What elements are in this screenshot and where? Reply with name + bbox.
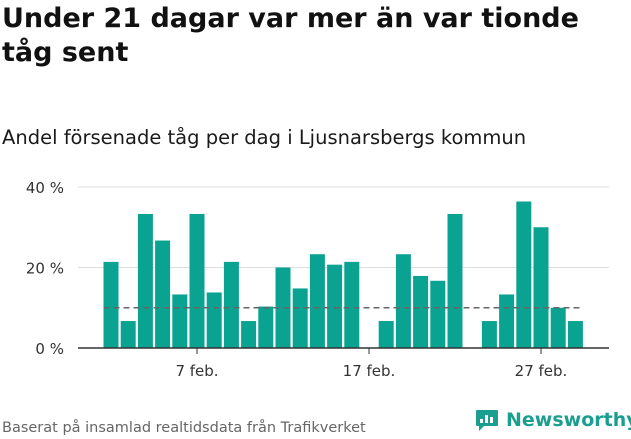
newsworthy-logo-icon xyxy=(476,410,498,431)
bar xyxy=(550,307,566,348)
chart-subtitle: Andel försenade tåg per dag i Ljusnarsbe… xyxy=(2,126,527,149)
bar xyxy=(430,280,446,348)
bar-chart: 0 % 20 % 40 % 7 feb. 17 feb. 27 feb. xyxy=(26,179,609,380)
bar xyxy=(413,275,429,348)
bar xyxy=(516,201,532,348)
source-note: Baserat på insamlad realtidsdata från Tr… xyxy=(2,420,366,436)
bar xyxy=(327,264,343,348)
bar xyxy=(447,213,463,348)
bar xyxy=(395,254,411,348)
y-tick-label: 40 % xyxy=(26,179,64,197)
chart-title: Under 21 dagar var mer än var tionde tåg… xyxy=(2,3,579,68)
bar xyxy=(275,267,291,348)
bar xyxy=(120,321,136,348)
bar xyxy=(189,213,205,348)
bar xyxy=(103,261,119,348)
bar xyxy=(567,321,583,348)
bar xyxy=(344,261,360,348)
y-tick-label: 0 % xyxy=(35,340,64,358)
bar xyxy=(499,294,515,348)
x-tick-label: 27 feb. xyxy=(515,362,568,380)
bar xyxy=(241,321,257,348)
bar xyxy=(292,288,308,348)
bar xyxy=(155,240,171,348)
bar xyxy=(137,213,153,348)
x-tick-label: 17 feb. xyxy=(343,362,396,380)
logo-text: Newsworthy xyxy=(506,409,631,431)
y-tick-label: 20 % xyxy=(26,260,64,278)
bar xyxy=(258,306,274,348)
bar xyxy=(223,261,239,348)
x-tick-label: 7 feb. xyxy=(175,362,218,380)
bar xyxy=(172,294,188,348)
bar xyxy=(533,227,549,348)
bar xyxy=(206,292,222,348)
bar xyxy=(378,321,394,348)
newsworthy-logo[interactable]: Newsworthy xyxy=(474,407,631,433)
bar xyxy=(309,254,325,348)
bar xyxy=(481,321,497,348)
